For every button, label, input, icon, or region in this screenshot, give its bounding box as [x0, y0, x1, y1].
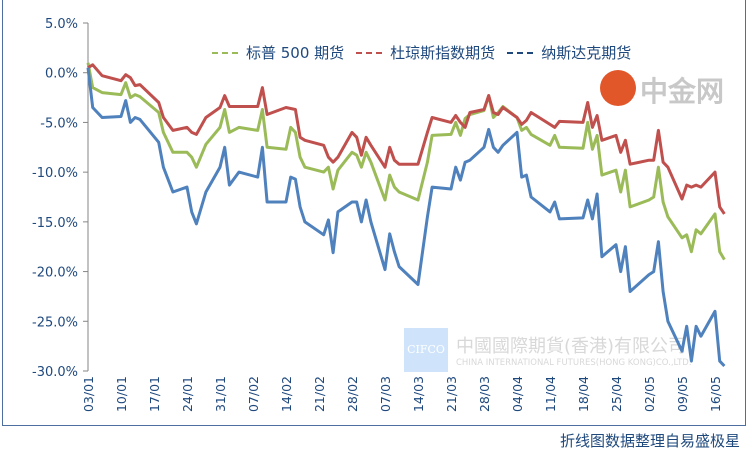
legend-item: 杜琼斯指数期货	[356, 42, 495, 63]
legend-item: 标普 500 期货	[212, 42, 344, 63]
cifco-watermark-cn: 中國國際期貨(香港)有限公司	[456, 336, 687, 357]
cifco-logo-watermark: CIFCO	[404, 328, 448, 372]
x-tick-label: 28/03	[477, 376, 492, 412]
cngold-watermark: 中金网	[640, 75, 725, 108]
x-tick-label: 14/03	[411, 376, 426, 412]
x-tick-label: 21/02	[312, 376, 327, 412]
x-tick-label: 18/04	[576, 376, 591, 412]
y-tick-label: -10.0%	[32, 166, 78, 181]
legend-label: 纳斯达克期货	[541, 44, 632, 62]
legend-label: 杜琼斯指数期货	[390, 44, 496, 62]
legend-swatch-nasdaq	[507, 51, 534, 54]
x-tick-label: 16/05	[708, 376, 723, 412]
y-tick-label: -20.0%	[32, 266, 78, 281]
y-tick-label: 0.0%	[45, 67, 78, 82]
cngold-logo-icon	[600, 70, 636, 106]
series-line-sp500	[86, 62, 726, 261]
x-tick-label: 17/01	[147, 376, 162, 412]
x-tick-label: 03/01	[81, 376, 96, 412]
x-tick-label: 04/04	[510, 376, 525, 412]
x-tick-label: 09/05	[675, 376, 690, 412]
legend-label: 标普 500 期货	[246, 44, 345, 62]
series-line-nasdaq	[86, 67, 726, 368]
series-line-dow	[87, 63, 726, 215]
x-tick-label: 24/01	[180, 376, 195, 412]
legend-swatch-sp500	[212, 51, 238, 54]
cifco-watermark-en: CHINA INTERNATIONAL FUTURES(HONG KONG)CO…	[456, 358, 692, 368]
x-tick-label: 02/05	[642, 376, 657, 412]
legend: 标普 500 期货 杜琼斯指数期货 纳斯达克期货	[212, 42, 631, 63]
x-tick-label: 14/02	[279, 376, 294, 412]
source-note: 折线图数据整理自易盛极星	[559, 432, 740, 450]
x-tick-label: 31/01	[213, 376, 228, 412]
x-tick-label: 11/04	[543, 376, 558, 412]
y-tick-label: -30.0%	[32, 365, 78, 380]
legend-item: 纳斯达克期货	[507, 42, 631, 63]
y-tick-label: -5.0%	[40, 116, 78, 131]
x-tick-label: 21/03	[444, 376, 459, 412]
y-tick-label: -25.0%	[32, 315, 78, 330]
x-tick-label: 28/02	[345, 376, 360, 412]
x-tick-label: 07/02	[246, 376, 261, 412]
x-tick-label: 10/01	[114, 376, 129, 412]
chart-frame	[2, 0, 746, 426]
y-tick-label: 5.0%	[45, 17, 78, 32]
legend-swatch-dow	[356, 51, 383, 54]
x-tick-label: 07/03	[378, 376, 393, 412]
x-tick-label: 25/04	[609, 376, 624, 412]
y-tick-label: -15.0%	[32, 216, 78, 231]
